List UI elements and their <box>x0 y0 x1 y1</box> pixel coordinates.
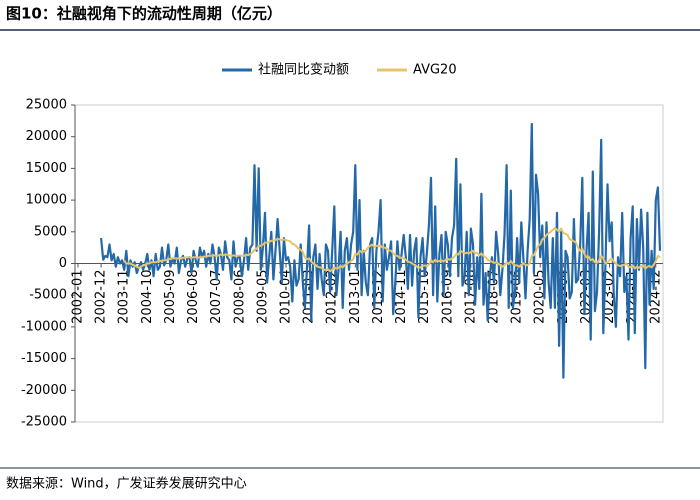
x-tick-label: 2008-06 <box>232 270 247 324</box>
x-tick-label: 2014-11 <box>394 270 409 324</box>
y-tick-label: 10000 <box>26 193 67 208</box>
series-line <box>123 227 661 273</box>
chart-title: 图10：社融视角下的流动性周期（亿元） <box>6 5 282 23</box>
x-tick-label: 2002-01 <box>71 270 86 324</box>
x-tick-label: 2013-01 <box>348 270 363 324</box>
y-tick-label: -15000 <box>21 351 67 366</box>
y-tick-label: 20000 <box>26 129 67 144</box>
x-tick-label: 2002-12 <box>94 270 109 324</box>
x-tick-label: 2024-12 <box>648 270 663 324</box>
y-tick-label: 15000 <box>26 161 67 176</box>
x-tick-label: 2004-10 <box>140 270 155 324</box>
y-tick-label: -20000 <box>21 383 67 398</box>
x-tick-label: 2007-07 <box>209 270 224 324</box>
y-tick-label: -10000 <box>21 319 67 334</box>
source: 数据来源：Wind，广发证券发展研究中心 <box>6 476 247 492</box>
y-tick-label: 25000 <box>26 98 67 113</box>
y-tick-label: 5000 <box>34 224 67 239</box>
legend-label: 社融同比变动额 <box>258 62 349 78</box>
y-tick-label: -5000 <box>29 288 67 303</box>
x-tick-label: 2015-10 <box>417 270 432 324</box>
x-tick-label: 2005-09 <box>163 270 178 324</box>
series-line <box>100 122 662 379</box>
y-tick-label: -25000 <box>21 415 67 430</box>
legend-label: AVG20 <box>413 63 457 78</box>
x-tick-label: 2006-08 <box>186 270 201 324</box>
x-tick-label: 2003-11 <box>117 270 132 324</box>
y-tick-label: 0 <box>59 256 67 271</box>
